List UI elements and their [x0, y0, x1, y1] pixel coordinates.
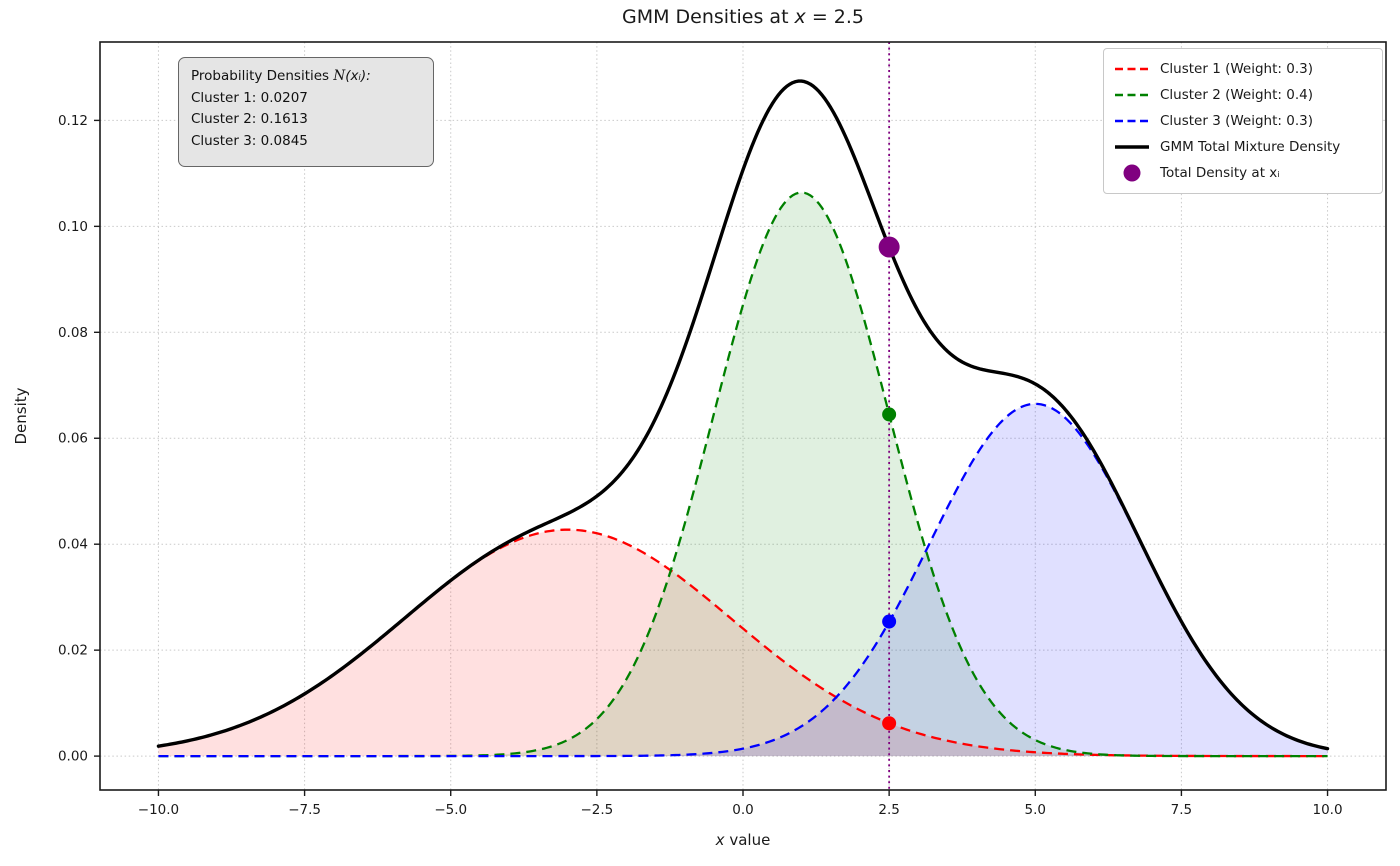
- y-tick-label: 0.12: [58, 113, 88, 129]
- y-axis-label-text: Density: [12, 387, 30, 445]
- y-tick-label: 0.08: [58, 325, 88, 341]
- x-tick-label: 7.5: [1171, 802, 1192, 818]
- y-axis-label: Density: [12, 387, 30, 444]
- component-density-point-1: [882, 716, 897, 731]
- info-line-cluster-2: Cluster 2: 0.1613: [191, 111, 308, 128]
- legend-item-3: Cluster 3 (Weight: 0.3): [1114, 108, 1372, 134]
- normal-distribution-symbol: N: [333, 68, 346, 84]
- legend-dashed-line-icon: [1115, 93, 1149, 97]
- component-fill-3: [158, 403, 1328, 757]
- x-tick-label: 10.0: [1313, 802, 1343, 818]
- legend: Cluster 1 (Weight: 0.3) Cluster 2 (Weight…: [1103, 48, 1383, 194]
- legend-label-2: Cluster 2 (Weight: 0.4): [1160, 87, 1313, 103]
- chart-title-variable: x: [794, 6, 806, 28]
- x-tick-label: −7.5: [288, 802, 321, 818]
- info-box-heading-prefix: Probability Densities: [191, 68, 334, 84]
- component-fill-1: [158, 529, 1328, 757]
- chart-title: GMM Densities at x = 2.5: [622, 6, 864, 28]
- gridlines-layer: [100, 42, 1386, 790]
- legend-solid-line-icon: [1115, 145, 1149, 149]
- axes-layer: −10.0 −7.5 −5.0 −2.5 0.0 2.5 5.0 7.5 10.0 0.00 0.0…: [58, 41, 1387, 818]
- info-line-cluster-3: Cluster 3: 0.0845: [191, 132, 308, 149]
- x-tick-label: 0.0: [732, 802, 753, 818]
- x-axis-label-text: value: [724, 831, 771, 849]
- x-tick-label: 2.5: [878, 802, 899, 818]
- x-axis-label-variable: x: [715, 831, 725, 849]
- curves-layer: [156, 42, 1330, 790]
- y-tick-label: 0.10: [58, 219, 88, 235]
- legend-label-3: Cluster 3 (Weight: 0.3): [1160, 113, 1313, 129]
- y-tick-label: 0.02: [58, 643, 88, 659]
- info-box-heading: Probability Densities N(xᵢ):: [191, 66, 421, 88]
- total-mixture-curve: [156, 79, 1330, 751]
- x-axis-label: x value: [716, 831, 771, 849]
- total-density-point: [878, 236, 900, 258]
- legend-label-4: GMM Total Mixture Density: [1160, 139, 1341, 155]
- legend-label-1: Cluster 1 (Weight: 0.3): [1160, 61, 1313, 77]
- x-tick-label: 5.0: [1025, 802, 1046, 818]
- legend-item-5: Total Density at xᵢ: [1114, 160, 1372, 186]
- legend-dashed-line-icon: [1115, 119, 1149, 123]
- chart-title-prefix: GMM Densities at: [621, 6, 795, 28]
- y-tick-label: 0.04: [58, 537, 88, 553]
- legend-label-5: Total Density at xᵢ: [1160, 165, 1280, 181]
- y-tick-label: 0.06: [58, 431, 88, 447]
- chart-title-suffix: = 2.5: [805, 6, 865, 28]
- legend-marker-dot: [1123, 164, 1141, 182]
- markers-layer: [878, 236, 900, 731]
- legend-marker-circle-icon: [1123, 164, 1141, 182]
- info-box: Probability Densities N(xᵢ): Cluster 1: …: [178, 57, 434, 168]
- component-fill-2: [158, 192, 1328, 757]
- info-box-heading-suffix: (xᵢ):: [345, 68, 371, 84]
- legend-dashed-line-icon: [1115, 67, 1149, 71]
- legend-item-2: Cluster 2 (Weight: 0.4): [1114, 82, 1372, 108]
- x-tick-label: −2.5: [580, 802, 613, 818]
- area-fills-layer: [158, 192, 1328, 757]
- y-tick-label: 0.00: [58, 749, 88, 765]
- component-density-point-3: [882, 614, 897, 629]
- legend-item-1: Cluster 1 (Weight: 0.3): [1114, 56, 1372, 82]
- legend-item-4: GMM Total Mixture Density: [1114, 134, 1372, 160]
- info-line-cluster-1: Cluster 1: 0.0207: [191, 89, 308, 106]
- x-tick-label: −5.0: [434, 802, 467, 818]
- component-density-point-2: [882, 407, 897, 422]
- x-tick-label: −10.0: [138, 802, 179, 818]
